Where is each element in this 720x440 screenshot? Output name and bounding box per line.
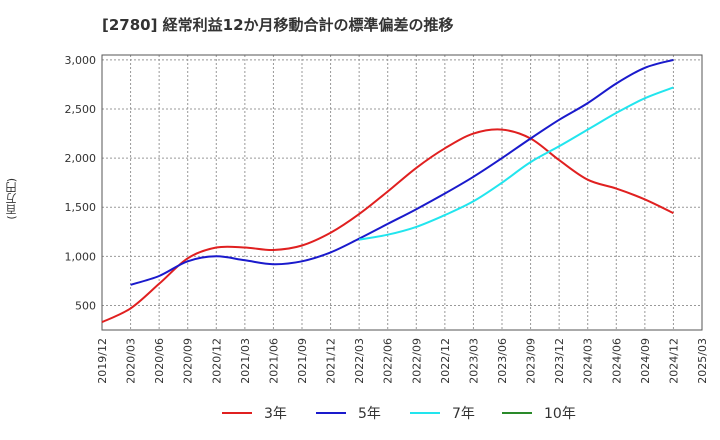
- x-tick-label: 2021/12: [325, 338, 338, 384]
- x-tick-label: 2022/12: [439, 338, 452, 384]
- x-tick-label: 2022/03: [353, 338, 366, 384]
- x-axis-ticks: 2019/12 2020/03 2020/06 2020/09 2020/12 2021/…: [96, 338, 709, 384]
- x-tick-label: 2021/09: [296, 338, 309, 384]
- x-tick-label: 2024/09: [639, 338, 652, 384]
- series-line-5年: [130, 58, 674, 286]
- x-tick-label: 2022/06: [382, 338, 395, 384]
- legend-item-7年: 7年: [410, 406, 475, 422]
- legend-label: 7年: [452, 406, 475, 422]
- legend-item-3年: 3年: [222, 406, 287, 422]
- x-tick-label: 2023/03: [467, 338, 480, 384]
- y-tick-label: 2,500: [65, 103, 97, 116]
- legend-label: 5年: [358, 406, 381, 422]
- legend: 3年 5年 7年 10年: [222, 406, 576, 422]
- grid-lines: [101, 55, 703, 330]
- x-tick-label: 2019/12: [96, 338, 109, 384]
- x-tick-label: 2024/03: [582, 338, 595, 384]
- x-tick-label: 2020/09: [182, 338, 195, 384]
- y-axis-ticks: 500 1,000 1,500 2,000 2,500 3,000: [65, 54, 97, 313]
- y-tick-label: 3,000: [65, 54, 97, 67]
- x-tick-label: 2023/12: [553, 338, 566, 384]
- series-line-3年: [101, 128, 674, 324]
- legend-item-10年: 10年: [502, 406, 576, 422]
- legend-item-5年: 5年: [316, 406, 381, 422]
- x-tick-label: 2020/12: [210, 338, 223, 384]
- x-tick-label: 2023/09: [525, 338, 538, 384]
- series-line-7年: [358, 86, 674, 241]
- x-tick-label: 2025/03: [696, 338, 709, 384]
- chart-title: [2780] 経常利益12か月移動合計の標準偏差の推移: [102, 16, 454, 34]
- y-tick-label: 1,000: [65, 250, 97, 263]
- y-tick-label: 500: [75, 299, 96, 312]
- x-tick-label: 2020/03: [125, 338, 138, 384]
- x-tick-label: 2020/06: [153, 338, 166, 384]
- legend-label: 10年: [544, 406, 576, 422]
- x-tick-label: 2022/09: [410, 338, 423, 384]
- y-tick-label: 1,500: [65, 201, 97, 214]
- legend-label: 3年: [264, 406, 287, 422]
- series-lines: [101, 58, 674, 324]
- x-tick-label: 2024/06: [610, 338, 623, 384]
- x-tick-label: 2023/06: [496, 338, 509, 384]
- x-tick-label: 2024/12: [667, 338, 680, 384]
- y-tick-label: 2,000: [65, 152, 97, 165]
- x-tick-label: 2021/06: [267, 338, 280, 384]
- plot-area: [101, 54, 703, 331]
- x-tick-label: 2021/03: [239, 338, 252, 384]
